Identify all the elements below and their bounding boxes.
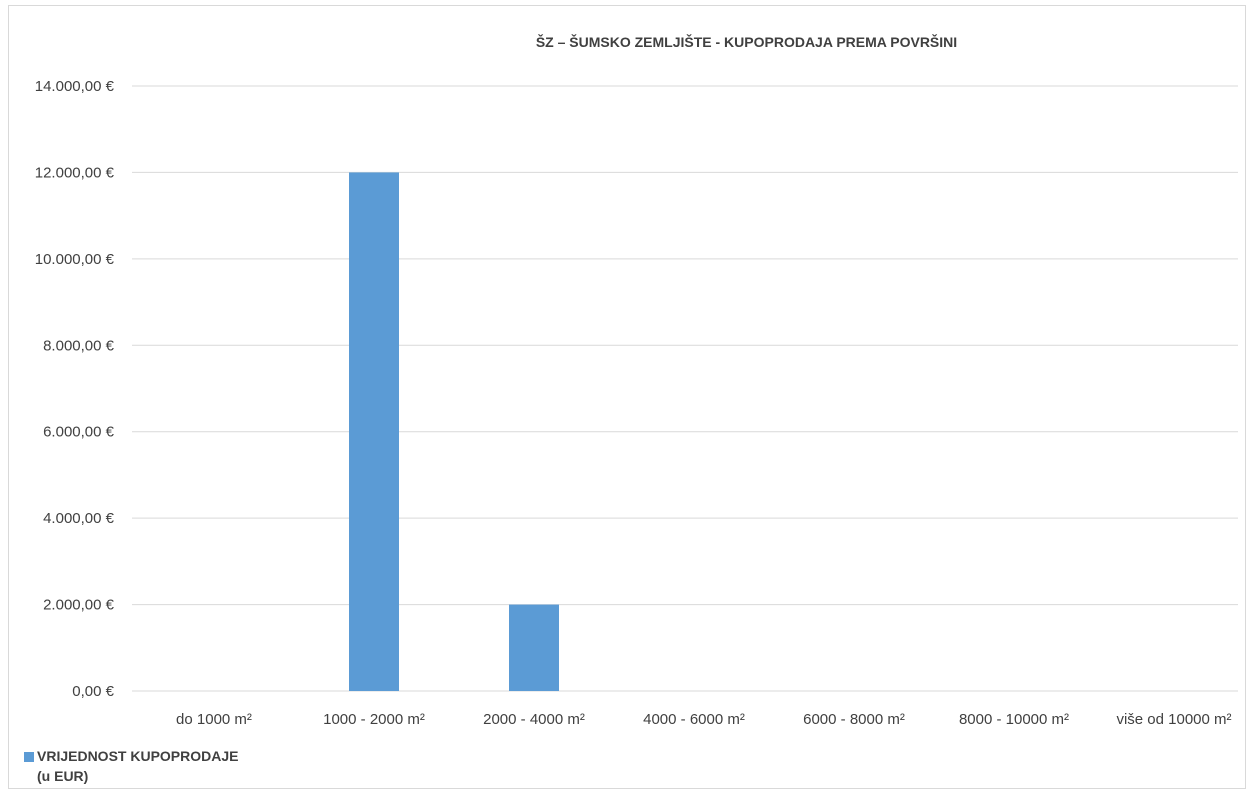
- x-tick-label: više od 10000 m²: [1116, 711, 1231, 728]
- legend-label: VRIJEDNOST KUPOPRODAJE (u EUR): [37, 746, 238, 786]
- x-tick-label: do 1000 m²: [176, 711, 252, 728]
- x-tick-label: 4000 - 6000 m²: [643, 711, 745, 728]
- y-tick-label: 6.000,00 €: [43, 424, 115, 441]
- x-tick-label: 2000 - 4000 m²: [483, 711, 585, 728]
- gridlines: [132, 85, 1238, 692]
- legend: VRIJEDNOST KUPOPRODAJE (u EUR): [24, 746, 238, 786]
- y-tick-label: 10.000,00 €: [35, 251, 115, 268]
- x-axis-ticks: do 1000 m² 1000 - 2000 m² 2000 - 4000 m² 40…: [176, 711, 1231, 728]
- x-tick-label: 6000 - 8000 m²: [803, 711, 905, 728]
- x-tick-label: 8000 - 10000 m²: [959, 711, 1069, 728]
- y-tick-label: 2.000,00 €: [43, 597, 115, 614]
- bar: [349, 172, 399, 691]
- x-tick-label: 1000 - 2000 m²: [323, 711, 425, 728]
- y-tick-label: 8.000,00 €: [43, 337, 115, 354]
- y-tick-label: 12.000,00 €: [35, 164, 115, 181]
- y-tick-label: 14.000,00 €: [35, 78, 115, 95]
- y-axis-ticks: 0,00 € 2.000,00 € 4.000,00 € 6.000,00 € 8.00…: [35, 78, 115, 700]
- chart-title: ŠZ – ŠUMSKO ZEMLJIŠTE - KUPOPRODAJA PREM…: [535, 34, 958, 50]
- bars: [349, 172, 559, 691]
- y-tick-label: 4.000,00 €: [43, 510, 115, 527]
- y-tick-label: 0,00 €: [72, 683, 114, 700]
- legend-label-line2: (u EUR): [37, 768, 89, 784]
- legend-swatch: [24, 752, 34, 763]
- bar: [509, 604, 559, 691]
- legend-label-line1: VRIJEDNOST KUPOPRODAJE: [37, 748, 239, 764]
- chart-frame: [8, 5, 1246, 789]
